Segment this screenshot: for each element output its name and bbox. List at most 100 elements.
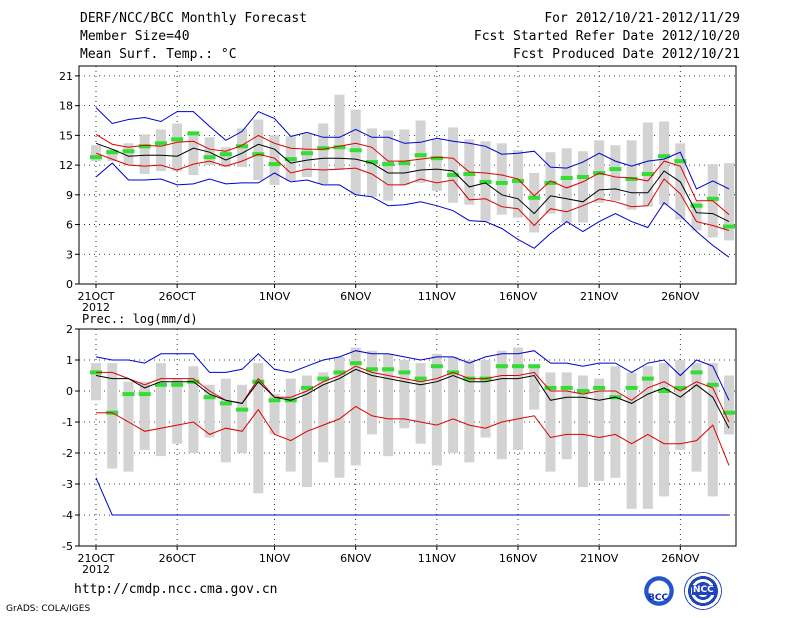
prec-median-mark — [495, 364, 508, 369]
temp-median-mark — [349, 148, 362, 153]
temp-median-mark — [317, 146, 330, 151]
temp-median-mark — [122, 149, 135, 154]
temp-median-mark — [414, 153, 427, 158]
temp-box — [269, 135, 280, 185]
prec-box — [707, 363, 718, 497]
temp-box — [691, 201, 702, 231]
temp-box — [513, 150, 523, 218]
prec-median-mark — [382, 367, 395, 372]
prec-box — [431, 353, 442, 466]
prec-median-mark — [560, 385, 573, 390]
temp-xtick-label: 26NOV — [661, 290, 700, 303]
prec-ytick-label: 2 — [66, 323, 73, 336]
prec-box — [724, 375, 734, 435]
temp-box — [724, 163, 734, 241]
temp-box — [561, 148, 572, 223]
temp-ytick-label: 12 — [59, 159, 73, 172]
prec-median-mark — [512, 364, 524, 369]
temp-xtick-year: 2012 — [82, 301, 110, 314]
temp-lower-band-line — [95, 152, 730, 231]
temp-xtick-label: 11NOV — [418, 290, 457, 303]
prec-upper-band-line — [96, 365, 730, 423]
temp-median-mark — [171, 137, 184, 142]
temp-box — [626, 140, 637, 210]
prec-box — [659, 363, 670, 497]
grads-credit: GrADS: COLA/IGES — [6, 604, 91, 614]
prec-median-mark — [690, 370, 703, 375]
prec-median-mark — [317, 376, 330, 381]
temp-median-mark — [723, 224, 735, 229]
bcc-logo: BCC — [640, 572, 678, 610]
temp-median-mark — [106, 150, 119, 155]
prec-median-mark — [219, 401, 232, 406]
footer-url[interactable]: http://cmdp.ncc.cma.gov.cn — [74, 582, 278, 597]
prec-box — [594, 378, 605, 481]
temp-median-mark — [447, 173, 460, 177]
prec-box — [561, 372, 572, 460]
temp-median-mark — [333, 145, 346, 150]
temp-box — [139, 134, 150, 175]
prec-ensemble-min-line — [95, 477, 729, 516]
prec-ytick-label: -2 — [62, 447, 73, 460]
prec-median-mark — [544, 385, 557, 390]
temp-ytick-label: 21 — [59, 70, 73, 83]
prec-box — [545, 372, 556, 472]
prec-median-mark — [171, 382, 184, 387]
prec-ytick-label: 1 — [66, 354, 73, 367]
prec-box — [269, 394, 280, 435]
prec-box — [577, 375, 588, 488]
prec-box — [123, 381, 134, 472]
prec-box — [91, 363, 101, 401]
temp-median-mark — [690, 203, 703, 208]
temp-box — [188, 131, 199, 175]
temp-median-mark — [463, 172, 476, 177]
temperature-panel: 0 3 6 9 12 15 18 21 21OCT 26OCT 1NOV 6NOV 11NOV 16NOV… — [59, 65, 737, 314]
temp-median-mark — [609, 167, 622, 172]
prec-box — [464, 360, 475, 463]
member-size-label: Member Size=40 — [80, 29, 190, 44]
temperature-plot-frame — [78, 65, 737, 285]
prec-box — [253, 363, 264, 494]
prec-median-mark — [723, 410, 735, 415]
prec-median-mark — [528, 364, 541, 369]
prec-ytick-label: -4 — [62, 509, 73, 522]
temp-median-mark — [674, 159, 687, 164]
prec-median-mark — [154, 382, 167, 387]
temp-ensemble-min-line — [95, 162, 730, 258]
temp-box — [642, 122, 653, 207]
prec-box — [675, 360, 686, 450]
prec-lower-band-line — [96, 405, 730, 466]
prec-median-mark — [593, 385, 606, 390]
prec-xtick-label: 11NOV — [418, 552, 457, 565]
prec-median-mark — [138, 392, 151, 397]
prec-box — [366, 350, 377, 435]
forecast-period: For 2012/10/21-2012/11/29 — [544, 11, 740, 26]
prec-median-mark — [576, 389, 589, 393]
temp-median-mark — [187, 131, 200, 136]
prec-xtick-label: 16NOV — [499, 552, 538, 565]
temp-median-mark — [512, 178, 524, 183]
temp-xtick-label: 6NOV — [340, 290, 372, 303]
prec-box — [204, 384, 215, 438]
temp-median-mark — [544, 180, 557, 185]
temp-ensemble-max-line — [95, 107, 730, 190]
prec-ytick-label: -3 — [62, 478, 73, 491]
fcst-produced-date: Fcst Produced Date 2012/10/21 — [513, 47, 740, 62]
temp-box — [204, 137, 215, 166]
prec-box — [334, 356, 345, 478]
temp-box — [529, 173, 540, 233]
prec-median-mark — [333, 370, 346, 375]
prec-median-mark — [349, 361, 362, 366]
prec-xtick-label: 21OCT — [77, 552, 114, 565]
temp-ytick-label: 3 — [66, 248, 73, 261]
prec-box — [285, 378, 296, 472]
temp-median-mark — [382, 162, 395, 167]
temp-median-mark — [90, 155, 102, 160]
temp-ytick-label: 15 — [59, 129, 73, 142]
prec-box — [318, 372, 329, 463]
temp-box — [577, 151, 588, 223]
prec-box — [399, 360, 410, 429]
prec-box — [496, 350, 507, 460]
prec-median-mark — [122, 392, 135, 397]
temp-median-mark — [658, 154, 671, 159]
